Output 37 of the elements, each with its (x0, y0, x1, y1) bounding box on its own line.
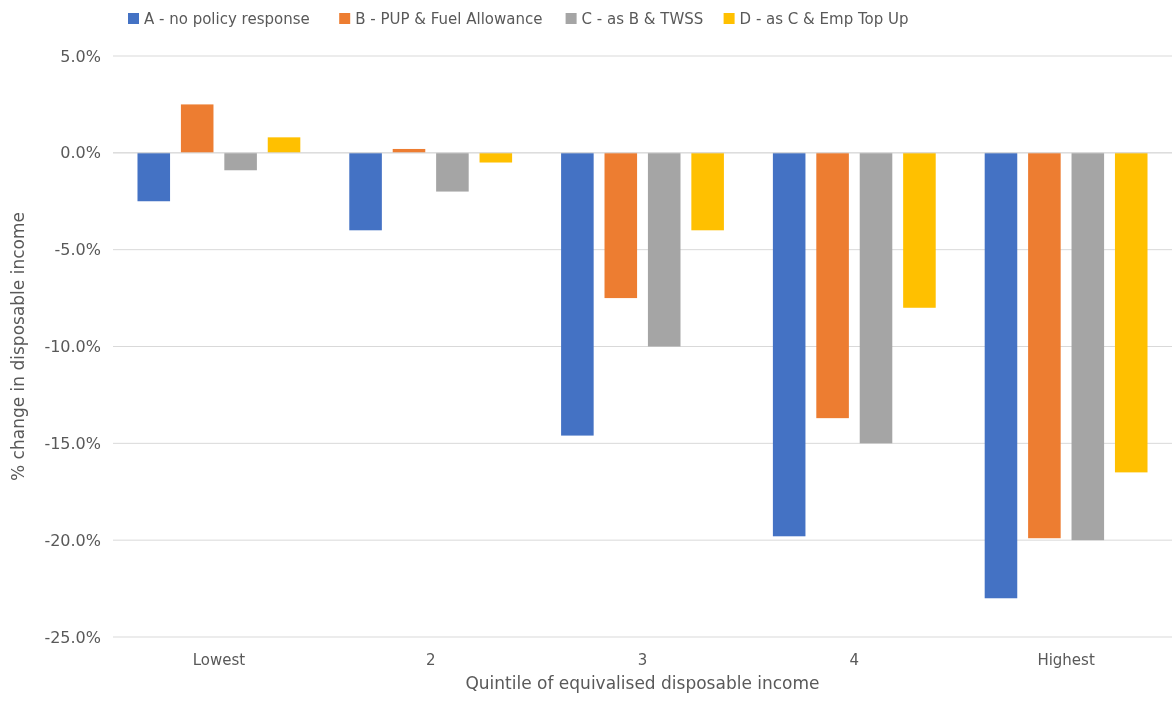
x-tick-label: 4 (849, 651, 860, 669)
bar (772, 152, 806, 537)
y-tick-label: -5.0% (54, 240, 101, 260)
bar (647, 152, 681, 347)
bar (349, 152, 382, 231)
bar (903, 152, 936, 308)
bar (984, 152, 1018, 599)
y-tick-label: -20.0% (44, 530, 101, 550)
legend-label: B - PUP & Fuel Allowance (355, 10, 543, 29)
bar (436, 152, 469, 192)
bar (137, 152, 171, 202)
bar (1071, 152, 1105, 541)
bar (1028, 152, 1061, 539)
bar (816, 152, 849, 419)
x-tick-label: Highest (1037, 651, 1095, 669)
bar (180, 104, 214, 153)
legend-label: D - as C & Emp Top Up (739, 10, 909, 29)
bar (604, 152, 638, 299)
y-tick-label: -25.0% (44, 627, 101, 647)
bar (859, 152, 893, 444)
y-tick-label: 5.0% (60, 46, 101, 66)
bar (479, 152, 513, 163)
bar (561, 152, 594, 436)
y-tick-label: -15.0% (44, 433, 101, 453)
bar (267, 137, 301, 153)
y-tick-label: 0.0% (60, 143, 101, 163)
legend-label: A - no policy response (144, 10, 310, 29)
x-tick-label: 2 (425, 651, 436, 669)
x-tick-label: 3 (637, 651, 648, 669)
x-axis-title: Quintile of equivalised disposable income (465, 673, 820, 693)
bar (1114, 152, 1148, 473)
legend-label: C - as B & TWSS (581, 10, 704, 29)
x-tick-label: Lowest (192, 651, 246, 669)
y-tick-label: -10.0% (44, 337, 101, 357)
bar (691, 152, 724, 231)
y-axis-title: % change in disposable income (8, 212, 28, 481)
bar (224, 152, 257, 171)
